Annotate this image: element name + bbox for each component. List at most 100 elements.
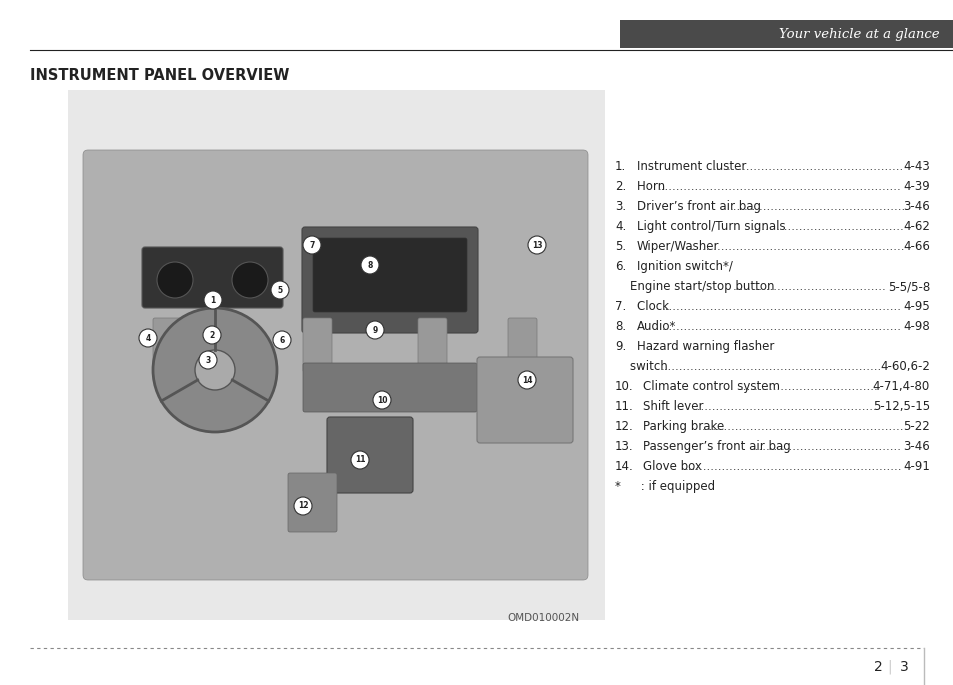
Text: 5: 5	[277, 286, 282, 295]
Circle shape	[527, 236, 545, 254]
FancyBboxPatch shape	[303, 318, 332, 372]
Circle shape	[139, 329, 157, 347]
Text: Wiper/Washer: Wiper/Washer	[637, 240, 719, 253]
FancyBboxPatch shape	[288, 473, 336, 532]
Text: 4-39: 4-39	[902, 180, 929, 193]
Text: .....................................: .....................................	[739, 380, 878, 393]
Text: 12: 12	[297, 501, 308, 510]
Text: 4-71,4-80: 4-71,4-80	[872, 380, 929, 393]
Text: 5-22: 5-22	[902, 420, 929, 433]
Text: 4-43: 4-43	[902, 160, 929, 173]
Text: ..........................................................: ........................................…	[687, 240, 904, 253]
Circle shape	[360, 256, 378, 274]
Text: 4-95: 4-95	[902, 300, 929, 313]
Text: 3: 3	[899, 660, 908, 674]
Text: 13: 13	[531, 240, 541, 249]
Text: 9: 9	[372, 325, 377, 334]
Text: Instrument cluster: Instrument cluster	[637, 160, 745, 173]
Text: 14: 14	[521, 375, 532, 384]
Text: 11.: 11.	[615, 400, 633, 413]
FancyBboxPatch shape	[417, 318, 447, 372]
FancyBboxPatch shape	[507, 318, 537, 372]
Text: ...........................................................: ........................................…	[660, 360, 882, 373]
Text: Horn: Horn	[637, 180, 668, 193]
Text: 4-98: 4-98	[902, 320, 929, 333]
Text: ................................................................: ........................................…	[661, 320, 902, 333]
Text: ...................................................: ........................................…	[712, 160, 902, 173]
Text: 4-60,6-2: 4-60,6-2	[880, 360, 929, 373]
Text: .................................................................: ........................................…	[658, 180, 901, 193]
Text: 4-62: 4-62	[902, 220, 929, 233]
FancyBboxPatch shape	[302, 227, 477, 333]
Text: ........................................: ........................................	[751, 440, 902, 453]
Text: Glove box: Glove box	[642, 460, 705, 473]
Text: Hazard warning flasher: Hazard warning flasher	[637, 340, 774, 353]
Text: 7.: 7.	[615, 300, 625, 313]
FancyBboxPatch shape	[152, 318, 182, 372]
FancyBboxPatch shape	[142, 247, 283, 308]
Circle shape	[366, 321, 384, 339]
Text: switch: switch	[615, 360, 671, 373]
Text: Ignition switch*/: Ignition switch*/	[637, 260, 732, 273]
Circle shape	[373, 391, 391, 409]
Text: Audio*: Audio*	[637, 320, 676, 333]
Bar	[68, 90, 604, 620]
FancyBboxPatch shape	[476, 357, 573, 443]
Text: Driver’s front air bag: Driver’s front air bag	[637, 200, 760, 213]
Circle shape	[157, 262, 193, 298]
Text: |: |	[886, 660, 891, 675]
Text: 3-46: 3-46	[902, 440, 929, 453]
Text: 10: 10	[376, 395, 387, 405]
Circle shape	[273, 331, 291, 349]
Text: 1.: 1.	[615, 160, 625, 173]
Circle shape	[294, 497, 312, 515]
FancyBboxPatch shape	[303, 363, 476, 412]
Text: 4.: 4.	[615, 220, 625, 233]
Circle shape	[199, 351, 216, 369]
Text: INSTRUMENT PANEL OVERVIEW: INSTRUMENT PANEL OVERVIEW	[30, 68, 289, 83]
Text: 10.: 10.	[615, 380, 633, 393]
Text: ...............................................: ........................................…	[729, 200, 904, 213]
Text: ................................................................: ........................................…	[661, 300, 902, 313]
Text: .........................................: ........................................…	[750, 220, 903, 233]
Text: ..........................................................: ........................................…	[684, 460, 902, 473]
FancyBboxPatch shape	[83, 150, 587, 580]
Text: 4: 4	[145, 334, 151, 342]
FancyBboxPatch shape	[313, 238, 467, 312]
Circle shape	[152, 308, 276, 432]
Text: Clock: Clock	[637, 300, 672, 313]
Circle shape	[517, 371, 536, 389]
Text: .................................................: ........................................…	[693, 400, 876, 413]
Text: OMD010002N: OMD010002N	[507, 613, 579, 623]
Text: Parking brake: Parking brake	[642, 420, 727, 433]
Text: Shift lever: Shift lever	[642, 400, 706, 413]
Text: ......................................................: ........................................…	[701, 420, 903, 433]
Text: Engine start/stop button: Engine start/stop button	[615, 280, 774, 293]
Text: 4-66: 4-66	[902, 240, 929, 253]
Text: 7: 7	[309, 240, 314, 249]
Text: 5-12,5-15: 5-12,5-15	[872, 400, 929, 413]
Text: Light control/Turn signals: Light control/Turn signals	[637, 220, 788, 233]
Text: 4-91: 4-91	[902, 460, 929, 473]
Text: *: *	[615, 480, 620, 493]
Bar	[619, 20, 953, 48]
Text: 2.: 2.	[615, 180, 625, 193]
Circle shape	[351, 451, 369, 469]
Circle shape	[303, 236, 320, 254]
Text: 11: 11	[355, 456, 365, 464]
Circle shape	[203, 326, 221, 344]
Text: 3.: 3.	[615, 200, 625, 213]
Circle shape	[271, 281, 289, 299]
Text: 2: 2	[873, 660, 882, 674]
Text: 8.: 8.	[615, 320, 625, 333]
Text: : if equipped: : if equipped	[637, 480, 715, 493]
Text: 3-46: 3-46	[902, 200, 929, 213]
Text: 1: 1	[211, 295, 215, 305]
Text: 3: 3	[205, 356, 211, 364]
Circle shape	[232, 262, 268, 298]
Text: Passenger’s front air bag: Passenger’s front air bag	[642, 440, 794, 453]
FancyBboxPatch shape	[327, 417, 413, 493]
Text: 6: 6	[279, 336, 284, 345]
Text: 5.: 5.	[615, 240, 625, 253]
Text: .........................................: ........................................…	[732, 280, 885, 293]
